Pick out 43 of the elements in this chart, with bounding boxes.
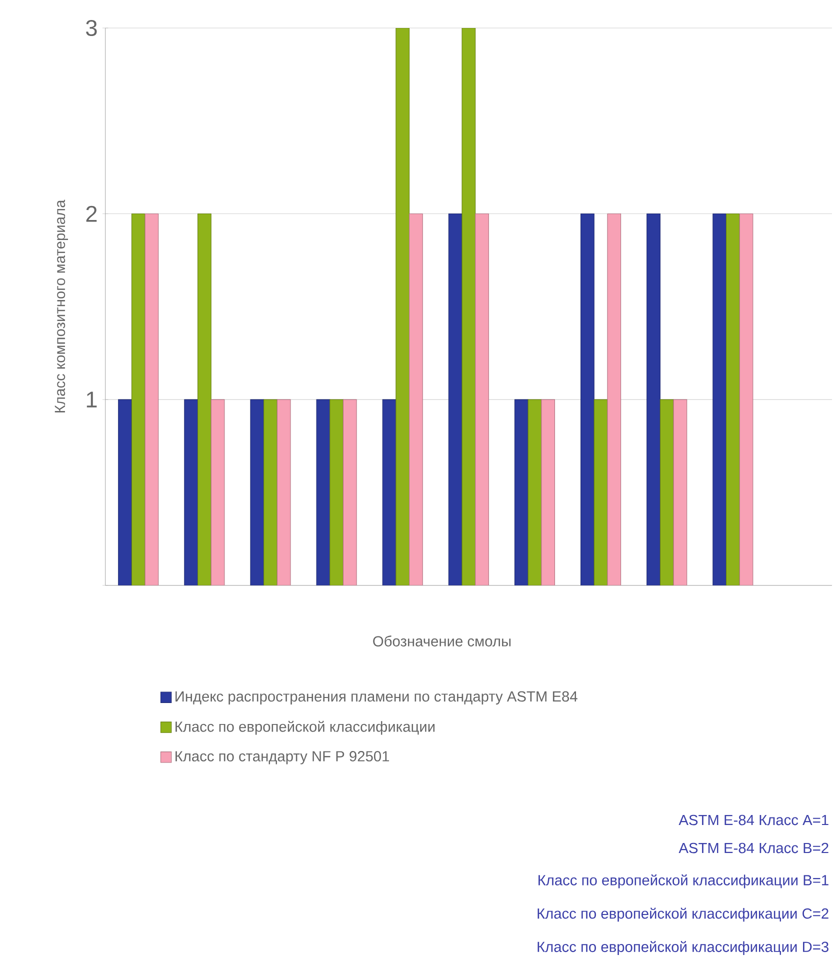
bar <box>448 214 462 586</box>
y-axis-title: Класс композитного материала <box>54 200 68 412</box>
text: Класс по европейской классификации D=3 <box>538 941 828 955</box>
bar <box>594 399 608 586</box>
y-tick-label: 3 <box>86 20 97 36</box>
bar <box>197 214 212 586</box>
bar <box>712 214 726 586</box>
bar <box>739 214 754 586</box>
bar <box>250 399 264 586</box>
text: Класс по европейской классификации C=2 <box>538 908 828 922</box>
bar <box>342 399 357 586</box>
bar <box>646 214 660 586</box>
bar <box>474 214 489 586</box>
y-tick-label: 1 <box>86 392 97 408</box>
bar <box>673 399 687 586</box>
y-tick-label: 2 <box>86 206 96 222</box>
text: ASTM E-84 Класс A=1 <box>678 814 828 826</box>
legend-label: Класс по европейской классификации <box>175 720 434 735</box>
bar <box>144 214 158 586</box>
text: ASTM E-84 Класс B=2 <box>678 842 828 854</box>
bar <box>580 214 594 586</box>
bar <box>131 214 146 586</box>
legend-label: Индекс распространения пламени по стандарту ASTM E84 <box>175 691 578 705</box>
bar <box>210 399 225 586</box>
bar <box>726 214 740 586</box>
bar <box>514 399 528 586</box>
bar <box>660 399 674 586</box>
bar <box>184 399 198 586</box>
bar <box>382 399 396 586</box>
bar <box>396 28 410 586</box>
bar <box>607 214 621 586</box>
bar <box>316 399 330 586</box>
bar <box>462 28 476 586</box>
bar <box>329 399 344 586</box>
bar <box>276 399 291 586</box>
bar <box>540 399 555 586</box>
bar <box>408 214 423 586</box>
bar <box>528 399 542 586</box>
text: Класс по европейской классификации B=1 <box>538 874 828 888</box>
bar <box>118 399 132 586</box>
x-axis-title: Обозначение смолы <box>372 636 510 646</box>
bar <box>263 399 278 586</box>
legend-label: Класс по стандарту NF P 92501 <box>175 751 389 764</box>
